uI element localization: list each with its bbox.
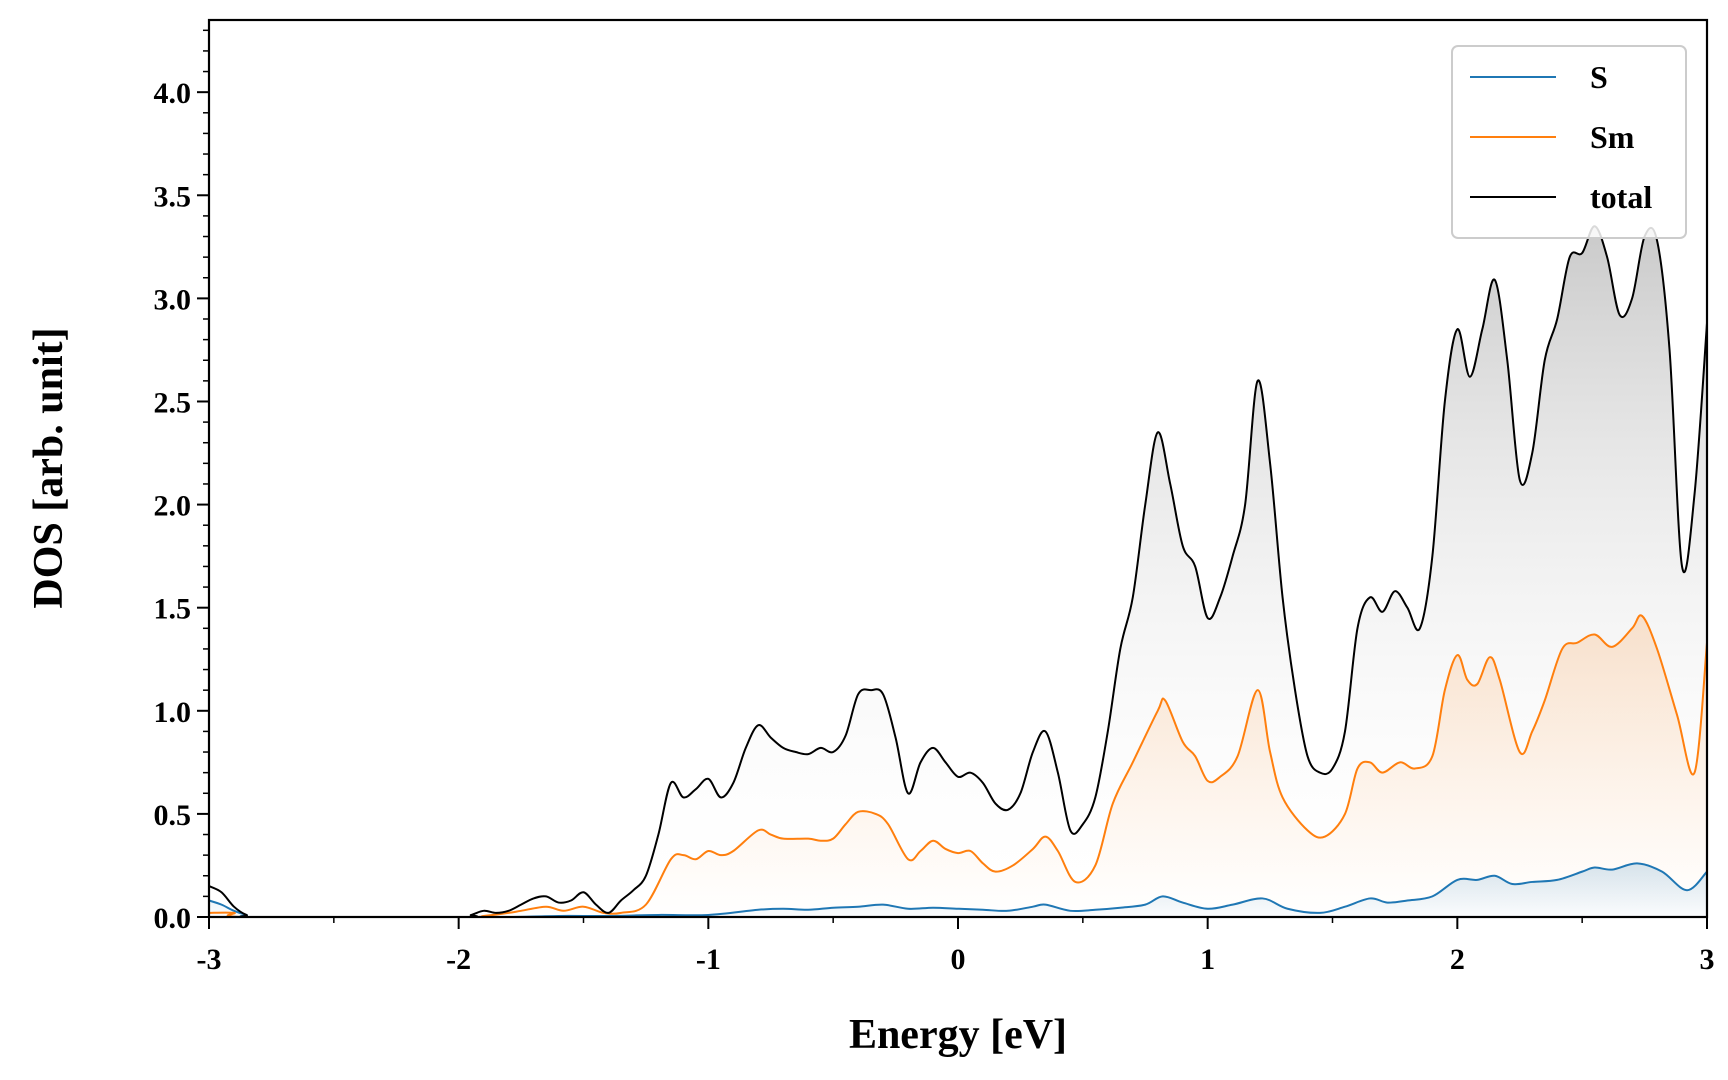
x-axis: -3 -2 -1 0 1 2 3 bbox=[197, 917, 1715, 976]
legend-label-sm: Sm bbox=[1590, 119, 1635, 155]
y-tick-label: 2.0 bbox=[154, 490, 192, 523]
x-tick-label: 1 bbox=[1200, 943, 1215, 976]
y-tick-label: 1.5 bbox=[154, 593, 192, 626]
y-axis-title: DOS [arb. unit] bbox=[26, 327, 72, 608]
y-tick-label: 0.0 bbox=[154, 902, 192, 935]
y-tick-label: 0.5 bbox=[154, 799, 192, 832]
series-line-sm bbox=[209, 614, 1707, 917]
x-tick-label: 2 bbox=[1450, 943, 1465, 976]
legend: S Sm total bbox=[1451, 45, 1687, 239]
x-axis-title: Energy [eV] bbox=[849, 1012, 1067, 1058]
x-tick-label: 0 bbox=[951, 943, 966, 976]
fill-area-sm bbox=[209, 615, 1707, 917]
fill-area-s bbox=[209, 863, 1707, 917]
x-tick-label: -3 bbox=[197, 943, 222, 976]
series-fills bbox=[209, 226, 1707, 917]
y-axis: 0.0 0.5 1.0 1.5 2.0 2.5 3.0 3.5 4.0 bbox=[154, 29, 209, 935]
y-tick-label: 4.0 bbox=[154, 77, 192, 110]
legend-label-s: S bbox=[1590, 59, 1608, 95]
y-tick-label: 3.0 bbox=[154, 283, 192, 316]
y-tick-label: 3.5 bbox=[154, 180, 192, 213]
y-tick-label: 1.0 bbox=[154, 696, 192, 729]
y-tick-label: 2.5 bbox=[154, 386, 192, 419]
legend-label-total: total bbox=[1590, 179, 1652, 215]
x-tick-label: -2 bbox=[446, 943, 471, 976]
legend-box bbox=[1451, 45, 1687, 239]
x-tick-label: 3 bbox=[1700, 943, 1715, 976]
x-tick-label: -1 bbox=[696, 943, 721, 976]
series-line-total bbox=[209, 225, 1707, 917]
